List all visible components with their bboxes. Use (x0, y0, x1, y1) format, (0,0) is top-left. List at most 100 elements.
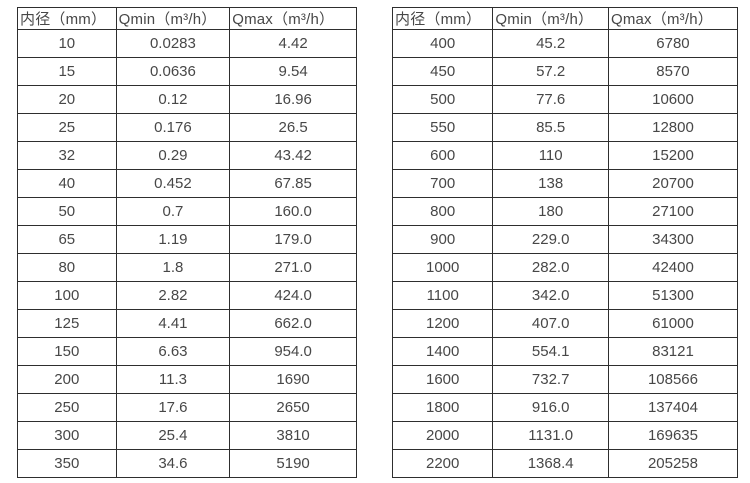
table-cell: 34.6 (115, 449, 231, 478)
table-cell: 1.8 (115, 253, 231, 282)
table-cell: 1000 (391, 253, 494, 282)
table-cell: 32 (17, 141, 117, 170)
flow-table-large-diameters: 内径（mm） Qmin（m³/h） Qmax（m³/h） 400 45.2 6780 45… (391, 7, 739, 478)
table-cell: 20 (17, 85, 117, 114)
table-cell: 2650 (229, 393, 357, 422)
table-cell: 26.5 (229, 113, 357, 142)
table-row: 300 25.4 3810 (17, 421, 357, 450)
table-row: 800 180 27100 (391, 197, 739, 226)
table-cell: 65 (17, 225, 117, 254)
table-cell: 0.0283 (115, 29, 231, 58)
table-cell: 8570 (607, 57, 739, 86)
table-row: 50 0.7 160.0 (17, 197, 357, 226)
table-row: 100 2.82 424.0 (17, 281, 357, 310)
table-cell: 229.0 (492, 225, 609, 254)
table-cell: 43.42 (229, 141, 357, 170)
table-cell: 150 (17, 337, 117, 366)
header-row: 内径（mm） Qmin（m³/h） Qmax（m³/h） (391, 7, 739, 30)
table-row: 1200 407.0 61000 (391, 309, 739, 338)
table-row: 900 229.0 34300 (391, 225, 739, 254)
table-header-row: 内径（mm） Qmin（m³/h） Qmax（m³/h） (391, 7, 739, 30)
table-cell: 4.41 (115, 309, 231, 338)
table-row: 700 138 20700 (391, 169, 739, 198)
table-cell: 25 (17, 113, 117, 142)
table-cell: 500 (391, 85, 494, 114)
table-cell: 0.12 (115, 85, 231, 114)
flow-table-small-diameters: 内径（mm） Qmin（m³/h） Qmax（m³/h） 10 0.0283 4.42 1… (17, 7, 357, 478)
table-cell: 169635 (607, 421, 739, 450)
table-row: 40 0.452 67.85 (17, 169, 357, 198)
flow-rate-tables: 内径（mm） Qmin（m³/h） Qmax（m³/h） 10 0.0283 4.42 1… (17, 7, 739, 478)
table-cell: 424.0 (229, 281, 357, 310)
table-cell: 20700 (607, 169, 739, 198)
table-cell: 61000 (607, 309, 739, 338)
table-cell: 1100 (391, 281, 494, 310)
table-cell: 2200 (391, 449, 494, 478)
table-row: 600 110 15200 (391, 141, 739, 170)
table-row: 550 85.5 12800 (391, 113, 739, 142)
table-cell: 17.6 (115, 393, 231, 422)
table-cell: 350 (17, 449, 117, 478)
table-cell: 1600 (391, 365, 494, 394)
table-cell: 900 (391, 225, 494, 254)
table-cell: 110 (492, 141, 609, 170)
table-cell: 11.3 (115, 365, 231, 394)
table-row: 150 6.63 954.0 (17, 337, 357, 366)
table-row: 1400 554.1 83121 (391, 337, 739, 366)
table-cell: 40 (17, 169, 117, 198)
table-cell: 34300 (607, 225, 739, 254)
table-cell: 200 (17, 365, 117, 394)
table-row: 450 57.2 8570 (391, 57, 739, 86)
table-cell: 0.0636 (115, 57, 231, 86)
table-cell: 0.7 (115, 197, 231, 226)
table-row: 15 0.0636 9.54 (17, 57, 357, 86)
table-cell: 1131.0 (492, 421, 609, 450)
table-cell: 3810 (229, 421, 357, 450)
table-cell: 1.19 (115, 225, 231, 254)
table-cell: 0.29 (115, 141, 231, 170)
table-cell: 1800 (391, 393, 494, 422)
table-row: 1100 342.0 51300 (391, 281, 739, 310)
header-cell: Qmax（m³/h） (607, 7, 739, 30)
table-cell: 205258 (607, 449, 739, 478)
table-cell: 15200 (607, 141, 739, 170)
table-cell: 1200 (391, 309, 494, 338)
table-cell: 80 (17, 253, 117, 282)
table-row: 1800 916.0 137404 (391, 393, 739, 422)
table-cell: 42400 (607, 253, 739, 282)
table-cell: 5190 (229, 449, 357, 478)
table-cell: 57.2 (492, 57, 609, 86)
table-cell: 600 (391, 141, 494, 170)
table-cell: 916.0 (492, 393, 609, 422)
table-row: 80 1.8 271.0 (17, 253, 357, 282)
header-cell: Qmin（m³/h） (492, 7, 609, 30)
table-cell: 137404 (607, 393, 739, 422)
table-cell: 2000 (391, 421, 494, 450)
table-cell: 300 (17, 421, 117, 450)
table-row: 65 1.19 179.0 (17, 225, 357, 254)
table-cell: 125 (17, 309, 117, 338)
table-row: 2000 1131.0 169635 (391, 421, 739, 450)
table-cell: 10600 (607, 85, 739, 114)
table-row: 2200 1368.4 205258 (391, 449, 739, 478)
table-cell: 450 (391, 57, 494, 86)
table-row: 25 0.176 26.5 (17, 113, 357, 142)
table-cell: 27100 (607, 197, 739, 226)
table-cell: 0.176 (115, 113, 231, 142)
table-cell: 2.82 (115, 281, 231, 310)
table-cell: 282.0 (492, 253, 609, 282)
table-row: 350 34.6 5190 (17, 449, 357, 478)
header-row: 内径（mm） Qmin（m³/h） Qmax（m³/h） (17, 7, 357, 30)
table-cell: 1690 (229, 365, 357, 394)
table-row: 1000 282.0 42400 (391, 253, 739, 282)
table-cell: 250 (17, 393, 117, 422)
table-row: 400 45.2 6780 (391, 29, 739, 58)
table-cell: 700 (391, 169, 494, 198)
table-cell: 6.63 (115, 337, 231, 366)
table-body: 400 45.2 6780 450 57.2 8570 500 77.6 10600 550 85.… (391, 29, 739, 478)
table-cell: 15 (17, 57, 117, 86)
table-cell: 85.5 (492, 113, 609, 142)
header-cell: 内径（mm） (391, 7, 494, 30)
table-cell: 342.0 (492, 281, 609, 310)
table-cell: 662.0 (229, 309, 357, 338)
